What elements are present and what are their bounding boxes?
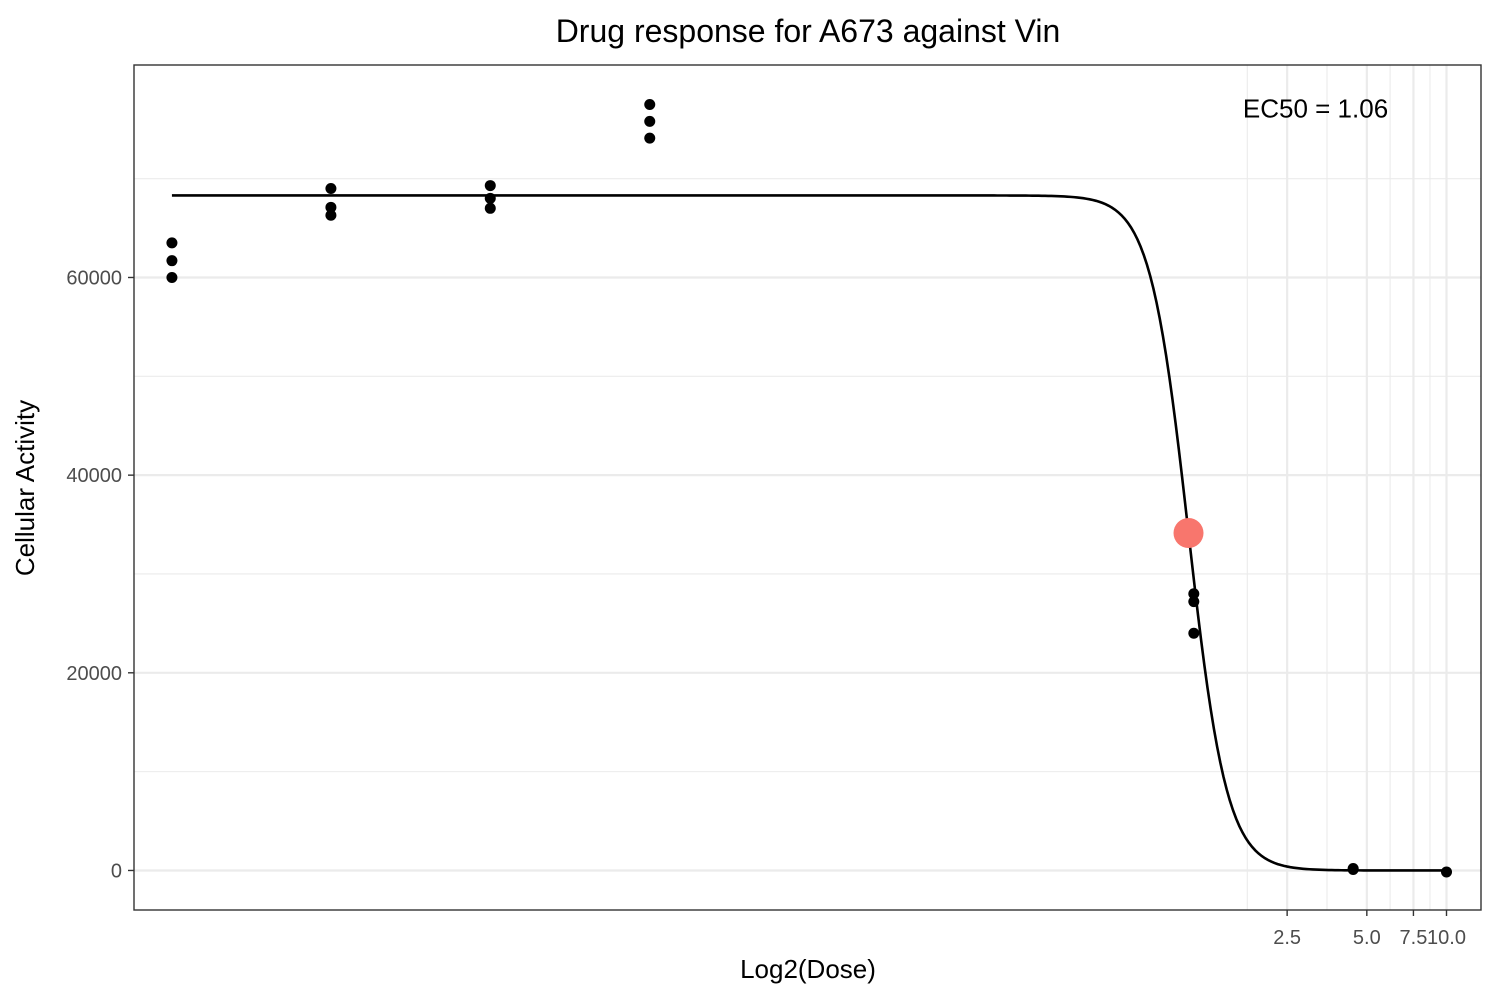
data-point bbox=[166, 237, 178, 249]
data-point bbox=[1188, 627, 1200, 639]
fitted-curve-layer bbox=[171, 194, 1447, 872]
data-point bbox=[166, 271, 178, 283]
data-point bbox=[644, 132, 656, 144]
x-tick-label: 5.0 bbox=[1353, 927, 1381, 949]
ec50-marker-layer bbox=[1173, 517, 1204, 548]
data-point bbox=[166, 255, 178, 267]
panel-border bbox=[133, 64, 1482, 911]
x-axis: 2.5 5.0 7.5 10.0 bbox=[1273, 910, 1466, 949]
data-points-layer bbox=[166, 99, 1453, 878]
data-point bbox=[1347, 863, 1359, 875]
y-tick-label: 0 bbox=[111, 860, 122, 882]
y-tick-label: 60000 bbox=[66, 267, 122, 289]
fitted-curve bbox=[171, 194, 1447, 872]
data-point bbox=[484, 192, 496, 204]
data-point bbox=[484, 180, 496, 192]
ec50-point bbox=[1173, 517, 1204, 548]
grid-lines bbox=[134, 65, 1481, 910]
data-point bbox=[644, 115, 656, 127]
data-point bbox=[484, 202, 496, 214]
chart-title: Drug response for A673 against Vin bbox=[556, 13, 1061, 49]
data-point bbox=[325, 183, 337, 195]
x-tick-label: 7.5 bbox=[1400, 927, 1428, 949]
x-tick-label: 10.0 bbox=[1427, 927, 1466, 949]
annotation-layer: EC50 = 1.06 bbox=[1243, 93, 1388, 123]
data-point bbox=[325, 209, 337, 221]
data-point bbox=[1441, 866, 1453, 878]
y-axis: 0 20000 40000 60000 bbox=[66, 267, 134, 882]
y-tick-label: 20000 bbox=[66, 663, 122, 685]
data-point bbox=[1188, 596, 1200, 608]
y-tick-label: 40000 bbox=[66, 465, 122, 487]
data-point bbox=[644, 99, 656, 111]
x-tick-label: 2.5 bbox=[1273, 927, 1301, 949]
data-point bbox=[1188, 588, 1200, 600]
ec50-annotation: EC50 = 1.06 bbox=[1243, 93, 1388, 123]
data-point bbox=[325, 201, 337, 213]
x-axis-title: Log2(Dose) bbox=[740, 954, 876, 984]
y-axis-title: Cellular Activity bbox=[10, 400, 40, 576]
